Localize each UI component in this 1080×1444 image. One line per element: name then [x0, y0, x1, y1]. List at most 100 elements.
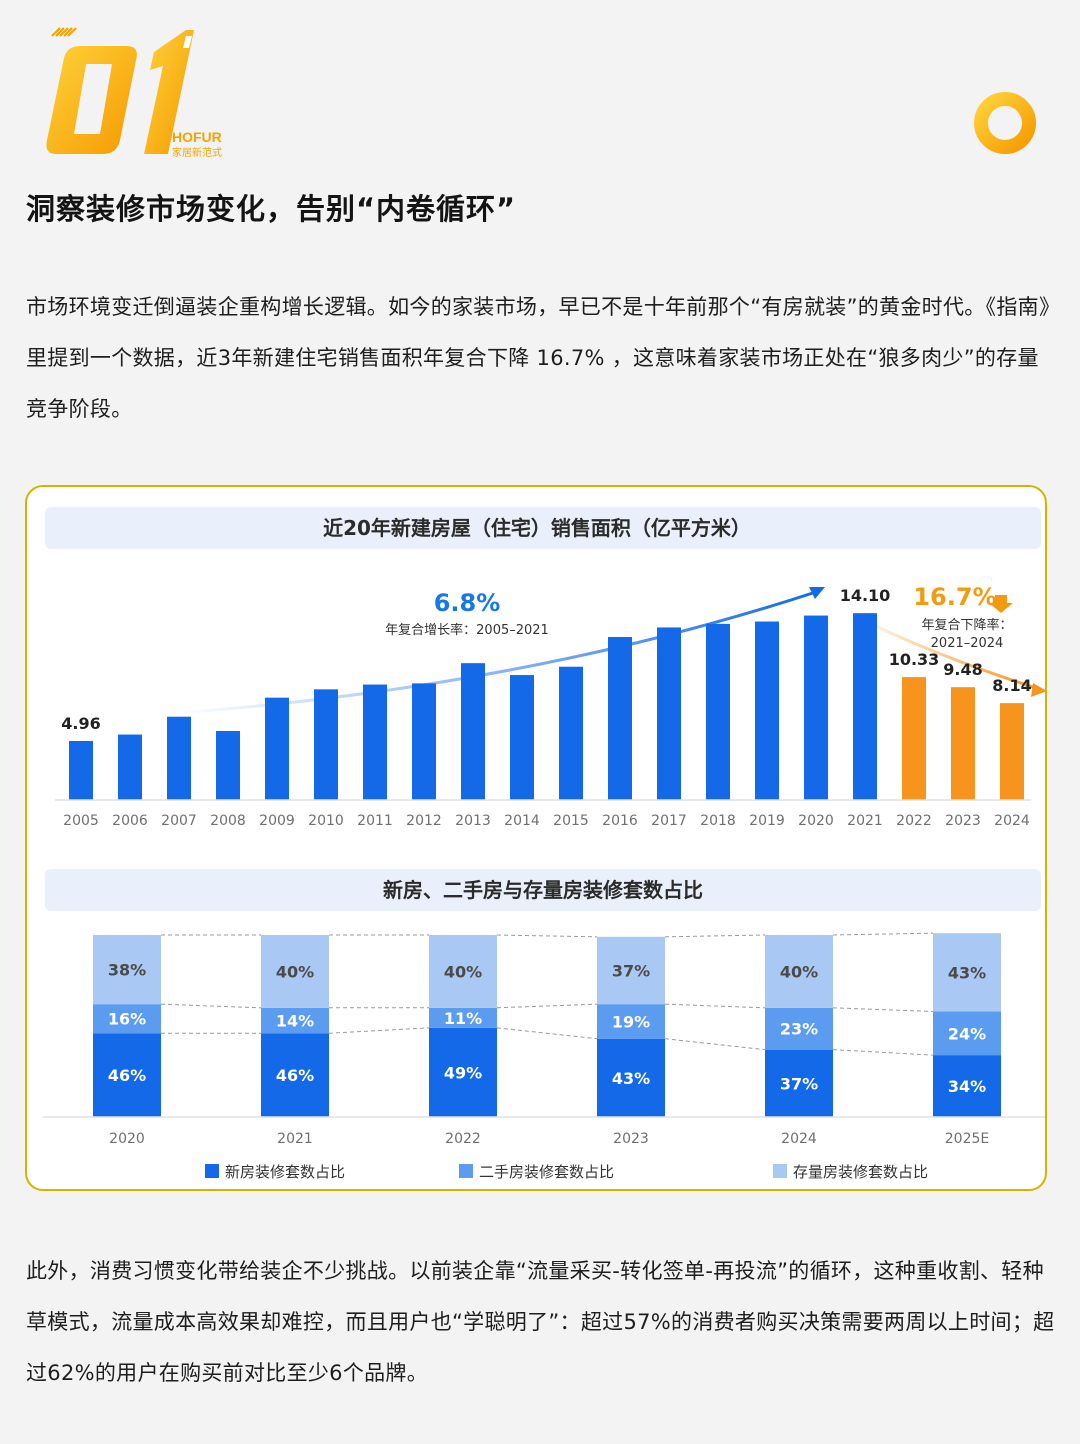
- bar-2005: [69, 740, 93, 800]
- segment-2020-2: [93, 935, 161, 1005]
- chart2-legend: 新房装修套数占比 二手房装修套数占比 存量房装修套数占比: [205, 1163, 928, 1181]
- growth-rate-label: 年复合增长率：2005–2021: [385, 622, 549, 638]
- connector-line: [496, 1027, 598, 1040]
- segment-2025E-1: [933, 1011, 1001, 1056]
- bar-2019: [755, 621, 779, 800]
- decline-rate-label-2: 2021–2024: [931, 636, 1004, 651]
- bar-2024: [1000, 703, 1024, 800]
- chart1-bars: 2005 4.96 2006 2007 2008 2009 2010 2011 2012 2013…: [61, 586, 1031, 829]
- segment-2021-2: [261, 935, 329, 1008]
- growth-rate: 6.8%: [434, 589, 501, 617]
- connector-line: [664, 1038, 766, 1051]
- connector-line: [664, 1003, 766, 1009]
- bar-2013: [461, 663, 485, 800]
- x-tick-2017: 2017: [651, 813, 687, 829]
- intro-paragraph: 市场环境变迁倒逼装企重构增长逻辑。如今的家装市场，早已不是十年前那个“有房就装”…: [26, 295, 1050, 421]
- bar-2017: [657, 627, 681, 800]
- legend-label-2: 存量房装修套数占比: [793, 1163, 928, 1181]
- bar-2014: [510, 675, 534, 800]
- legend-swatch-1: [459, 1164, 473, 1178]
- x-tick-2006: 2006: [112, 813, 148, 829]
- bar-2015: [559, 666, 583, 800]
- segment-label-2022-2: 40%: [444, 962, 482, 981]
- segment-label-2020-1: 16%: [108, 1010, 146, 1029]
- x-tick-2023: 2023: [945, 813, 981, 829]
- connector-line: [496, 934, 598, 938]
- x-tick-2014: 2014: [504, 813, 540, 829]
- bar-2008: [216, 730, 240, 800]
- brand-logo: HOFUR 家居新范式: [46, 27, 222, 159]
- chart2-title-bar: [45, 869, 1041, 911]
- value-label-2023: 9.48: [943, 660, 982, 679]
- segment-2022-2: [429, 935, 497, 1008]
- logo-tagline: 家居新范式: [172, 146, 222, 159]
- bar-2011: [363, 684, 387, 800]
- x-tick-2009: 2009: [259, 813, 295, 829]
- segment-2021-0: [261, 1033, 329, 1117]
- x-tick-2021: 2021: [277, 1131, 313, 1147]
- segment-label-2021-0: 46%: [276, 1066, 314, 1085]
- logo-one-notch: [183, 36, 192, 48]
- bar-2022: [902, 677, 926, 800]
- bar-2021: [853, 613, 877, 800]
- x-tick-2012: 2012: [406, 813, 442, 829]
- segment-label-2024-1: 23%: [780, 1020, 818, 1039]
- segment-label-2022-1: 11%: [444, 1009, 482, 1028]
- segment-2025E-0: [933, 1055, 1001, 1117]
- connector-line: [496, 1003, 598, 1009]
- legend-swatch-2: [773, 1164, 787, 1178]
- segment-2022-1: [429, 1007, 497, 1028]
- x-tick-2023: 2023: [613, 1131, 649, 1147]
- logo-stripes-icon: [51, 27, 77, 37]
- segment-label-2022-0: 49%: [444, 1063, 482, 1082]
- logo-one-shape: [144, 30, 194, 154]
- x-tick-2008: 2008: [210, 813, 246, 829]
- growth-arrowhead-icon: [809, 587, 825, 599]
- x-tick-2018: 2018: [700, 813, 736, 829]
- connector-line: [160, 1003, 262, 1009]
- segment-2023-0: [597, 1038, 665, 1117]
- legend-swatch-0: [205, 1164, 219, 1178]
- segment-label-2023-2: 37%: [612, 961, 650, 980]
- x-tick-2022: 2022: [445, 1131, 481, 1147]
- segment-2020-0: [93, 1033, 161, 1117]
- x-tick-2013: 2013: [455, 813, 491, 829]
- segment-label-2025E-1: 24%: [948, 1024, 986, 1043]
- x-tick-2007: 2007: [161, 813, 197, 829]
- legend-label-0: 新房装修套数占比: [225, 1163, 345, 1181]
- value-label-2024: 8.14: [992, 676, 1031, 695]
- bar-2009: [265, 697, 289, 800]
- bar-2007: [167, 716, 191, 800]
- x-tick-2020: 2020: [798, 813, 834, 829]
- x-tick-2010: 2010: [308, 813, 344, 829]
- logo-name: HOFUR: [172, 129, 222, 145]
- legend-label-1: 二手房装修套数占比: [479, 1163, 614, 1181]
- segment-2024-0: [765, 1049, 833, 1117]
- value-label-2021: 14.10: [840, 586, 891, 605]
- bar-2010: [314, 689, 338, 800]
- connector-line: [328, 1027, 430, 1034]
- bar-2023: [951, 687, 975, 800]
- chart1-title-bar: [45, 507, 1041, 549]
- segment-2024-1: [765, 1007, 833, 1050]
- logo-zero-shape: [46, 46, 137, 154]
- bar-2012: [412, 683, 436, 800]
- segment-label-2024-0: 37%: [780, 1074, 818, 1093]
- body-paragraph: 此外，消费习惯变化带给装企不少挑战。以前装企靠“流量采买-转化签单-再投流”的循…: [26, 1259, 1055, 1385]
- bar-2006: [118, 734, 142, 800]
- bar-2018: [706, 623, 730, 800]
- bar-2020: [804, 615, 828, 800]
- chart2-title: 新房、二手房与存量房装修套数占比: [383, 878, 703, 902]
- segment-2020-1: [93, 1004, 161, 1034]
- segment-label-2021-1: 14%: [276, 1012, 314, 1031]
- x-tick-2020: 2020: [109, 1131, 145, 1147]
- x-tick-2019: 2019: [749, 813, 785, 829]
- segment-2023-2: [597, 936, 665, 1005]
- x-tick-2025E: 2025E: [945, 1131, 989, 1147]
- connector-line: [832, 1007, 934, 1012]
- segment-2022-0: [429, 1027, 497, 1117]
- segment-2023-1: [597, 1004, 665, 1039]
- decline-down-arrow-icon: [989, 595, 1013, 613]
- connector-line: [832, 932, 934, 936]
- segment-label-2024-2: 40%: [780, 962, 818, 981]
